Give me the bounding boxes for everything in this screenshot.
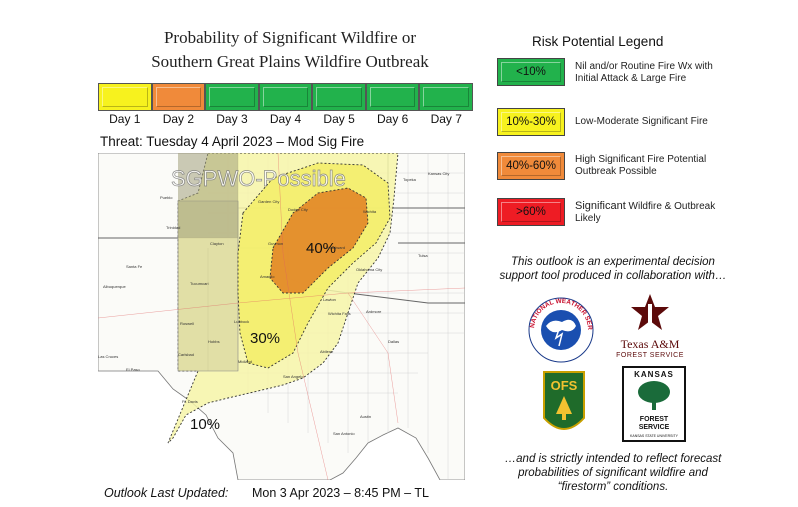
city-label: Austin <box>360 414 371 419</box>
day-6-cell[interactable] <box>365 83 420 111</box>
day-4-label: Day 4 <box>269 112 302 126</box>
kansas-logo-bottom: KANSAS STATE UNIVERSITY <box>630 434 678 438</box>
kansas-logo-top: KANSAS <box>634 370 674 379</box>
city-label: Midland <box>238 359 252 364</box>
label-40-percent: 40% <box>306 240 336 257</box>
city-label: Kansas City <box>428 171 449 176</box>
city-label: Topeka <box>403 177 417 182</box>
city-label: Trinidad <box>166 225 180 230</box>
legend-text-red-bold: Significant <box>575 200 626 212</box>
swatch-orange: 40%-60% <box>497 152 565 180</box>
tamu-logo-line2: FOREST SERVICE <box>616 352 684 359</box>
day-4-cell[interactable] <box>258 83 313 111</box>
outlook-map: SGPWO-Possible 40% 30% 10% Pueblo Trinid… <box>98 153 465 480</box>
day-3-cell[interactable] <box>205 83 259 111</box>
area-40-percent <box>269 187 369 294</box>
ofs-logo-svg: OFS <box>543 371 585 430</box>
tamu-logo-line1: Texas A&M <box>620 337 680 351</box>
map-title: Probability of Significant Wildfire or S… <box>90 26 490 74</box>
city-label: Las Cruces <box>98 354 118 359</box>
city-label: Abilene <box>320 349 334 354</box>
day-5-cell[interactable] <box>312 83 366 111</box>
city-label: Clayton <box>210 241 224 246</box>
label-10-percent: 10% <box>190 416 220 433</box>
legend-text-yellow: Low-Moderate Significant Fire <box>575 116 708 127</box>
city-label: Roswell <box>180 321 194 326</box>
city-label: Ardmore <box>366 309 382 314</box>
swatch-green: <10% <box>497 58 565 86</box>
collaboration-note: This outlook is an experimental decision… <box>499 256 727 282</box>
city-label: San Antonio <box>333 431 355 436</box>
day-1-label: Day 1 <box>109 112 141 126</box>
day-7-label: Day 7 <box>430 112 462 126</box>
map-watermark: SGPWO-Possible <box>171 166 346 191</box>
tree-icon <box>638 381 670 410</box>
city-label: Tulsa <box>418 253 428 258</box>
city-label: Lubbock <box>234 319 249 324</box>
city-label: Oklahoma City <box>356 267 382 272</box>
updated-label: Outlook Last Updated: <box>104 486 229 500</box>
city-label: Lawton <box>323 297 336 302</box>
city-label: Guymon <box>268 241 283 246</box>
legend-text-red-rest: Wildfire & Outbreak Likely <box>575 201 716 224</box>
kansas-forest-logo[interactable]: KANSAS FOREST SERVICE KANSAS STATE UNIVE… <box>622 366 686 442</box>
co-shaded-region <box>178 153 238 238</box>
city-label: Hobbs <box>208 339 220 344</box>
day-2-cell[interactable] <box>151 83 206 111</box>
updated-value: Mon 3 Apr 2023 – 8:45 PM – TL <box>252 486 429 500</box>
city-label: Dallas <box>388 339 399 344</box>
ofs-logo-text: OFS <box>551 378 578 393</box>
city-label: Albuquerque <box>103 284 126 289</box>
legend-text-red: Significant Wildfire & Outbreak Likely <box>575 200 725 225</box>
day-1-cell[interactable] <box>98 83 152 111</box>
title-line-2: Southern Great Plains Wildfire Outbreak <box>151 52 429 71</box>
nws-logo[interactable]: NATIONAL WEATHER SERVICE <box>520 291 600 369</box>
city-label: Wichita Falls <box>328 311 351 316</box>
city-label: Ft. Davis <box>182 399 198 404</box>
city-label: Woodward <box>326 245 345 250</box>
legend-text-orange: High Significant Fire Potential Outbreak… <box>575 154 707 177</box>
city-label: Carlsbad <box>178 352 194 357</box>
city-label: Dodge City <box>288 207 308 212</box>
tamu-star-icon <box>631 294 669 330</box>
day-2-label: Day 2 <box>162 112 195 126</box>
city-label: Amarillo <box>260 274 275 279</box>
city-label: Santa Fe <box>126 264 143 269</box>
legend-text-green: Nil and/or Routine Fire Wx with Initial … <box>575 61 713 84</box>
day-5-label: Day 5 <box>323 112 355 126</box>
city-label: El Paso <box>126 367 141 372</box>
swatch-red: >60% <box>497 198 565 226</box>
disclaimer-note: …and is strictly intended to reflect for… <box>504 453 722 493</box>
nws-logo-svg: NATIONAL WEATHER SERVICE <box>520 291 594 363</box>
swatch-yellow: 10%-30% <box>497 108 565 136</box>
city-label: Tucumcari <box>190 281 209 286</box>
day-bar <box>98 83 474 111</box>
label-30-percent: 30% <box>250 330 280 347</box>
city-label: San Angelo <box>283 374 304 379</box>
city-labels: Pueblo Trinidad Garden City Dodge City T… <box>98 171 449 436</box>
legend-title: Risk Potential Legend <box>532 34 664 49</box>
tamu-logo[interactable]: Texas A&M FOREST SERVICE <box>610 292 690 359</box>
highways <box>98 153 465 480</box>
ofs-logo[interactable]: OFS <box>540 370 588 447</box>
kansas-logo-mid: FOREST SERVICE <box>638 416 670 431</box>
title-line-1: Probability of Significant Wildfire or <box>163 28 417 47</box>
day-labels: Day 1 Day 2 Day 3 Day 4 Day 5 Day 6 Day … <box>98 112 473 126</box>
day-6-label: Day 6 <box>377 112 409 126</box>
threat-line: Threat: Tuesday 4 April 2023 – Mod Sig F… <box>100 134 365 149</box>
city-label: Wichita <box>363 209 377 214</box>
day-7-cell[interactable] <box>419 83 474 111</box>
map-svg: SGPWO-Possible 40% 30% 10% Pueblo Trinid… <box>98 153 465 480</box>
city-label: Garden City <box>258 199 279 204</box>
city-label: Pueblo <box>160 195 173 200</box>
day-3-label: Day 3 <box>216 112 248 126</box>
